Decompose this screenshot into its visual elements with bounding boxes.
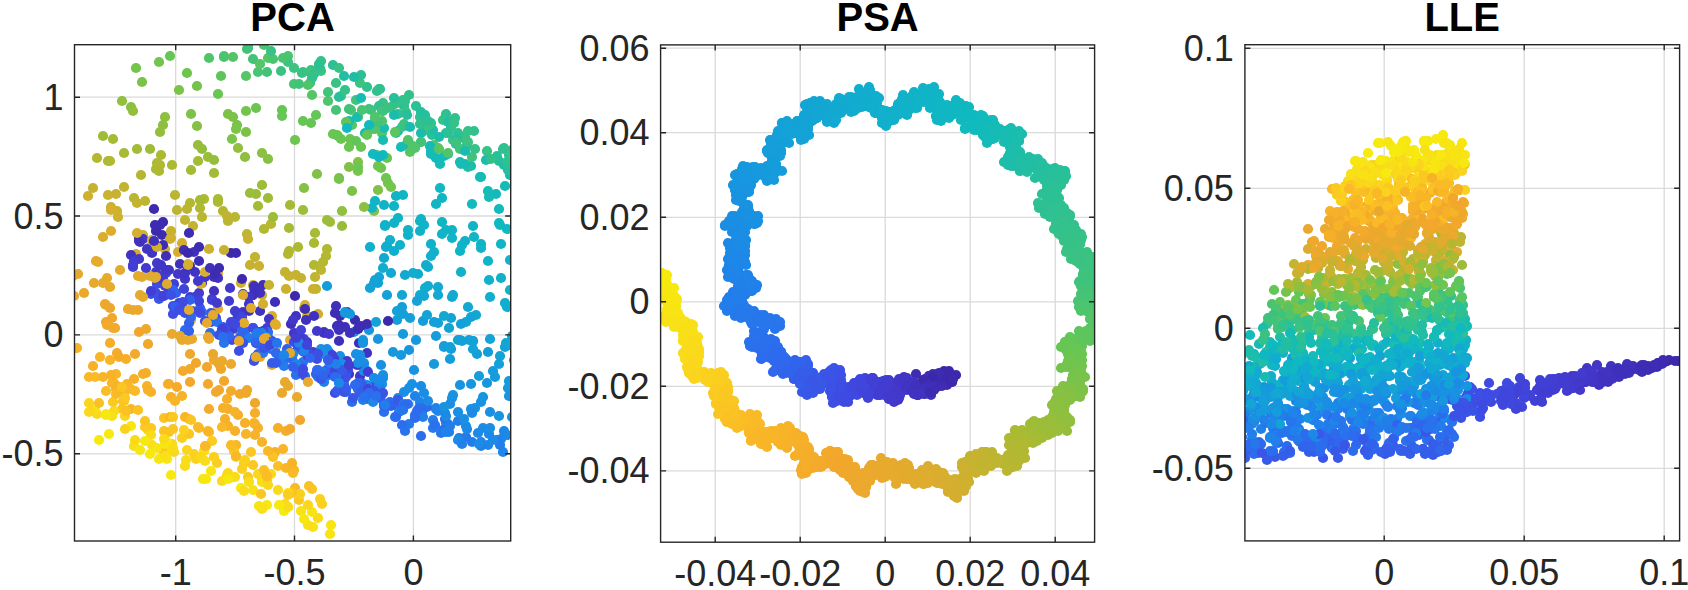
svg-text:-0.02: -0.02: [568, 366, 650, 407]
svg-text:-0.02: -0.02: [759, 553, 841, 590]
svg-text:0.04: 0.04: [1020, 553, 1090, 590]
svg-text:0.02: 0.02: [580, 197, 650, 238]
svg-text:0.05: 0.05: [1164, 168, 1234, 209]
svg-text:0: 0: [1374, 552, 1394, 590]
svg-text:-0.04: -0.04: [674, 553, 756, 590]
svg-text:-0.05: -0.05: [1152, 448, 1234, 489]
svg-text:-0.5: -0.5: [1, 433, 63, 474]
svg-text:0: 0: [630, 281, 650, 322]
svg-text:0.05: 0.05: [1489, 552, 1559, 590]
svg-text:0: 0: [1214, 308, 1234, 349]
svg-text:-1: -1: [160, 552, 192, 590]
svg-text:-0.04: -0.04: [568, 450, 650, 491]
svg-text:0.5: 0.5: [13, 196, 63, 237]
svg-text:0.1: 0.1: [1639, 552, 1688, 590]
svg-text:1: 1: [43, 77, 63, 118]
svg-text:0: 0: [875, 553, 895, 590]
svg-text:-0.5: -0.5: [263, 552, 325, 590]
svg-text:0.1: 0.1: [1184, 28, 1234, 69]
svg-text:0: 0: [43, 314, 63, 355]
svg-text:0: 0: [403, 552, 423, 590]
svg-text:0.02: 0.02: [935, 553, 1005, 590]
svg-text:LLE: LLE: [1424, 0, 1500, 39]
svg-text:PCA: PCA: [250, 0, 334, 39]
svg-text:0.04: 0.04: [580, 112, 650, 153]
svg-text:0.06: 0.06: [580, 28, 650, 69]
svg-text:PSA: PSA: [836, 0, 918, 39]
